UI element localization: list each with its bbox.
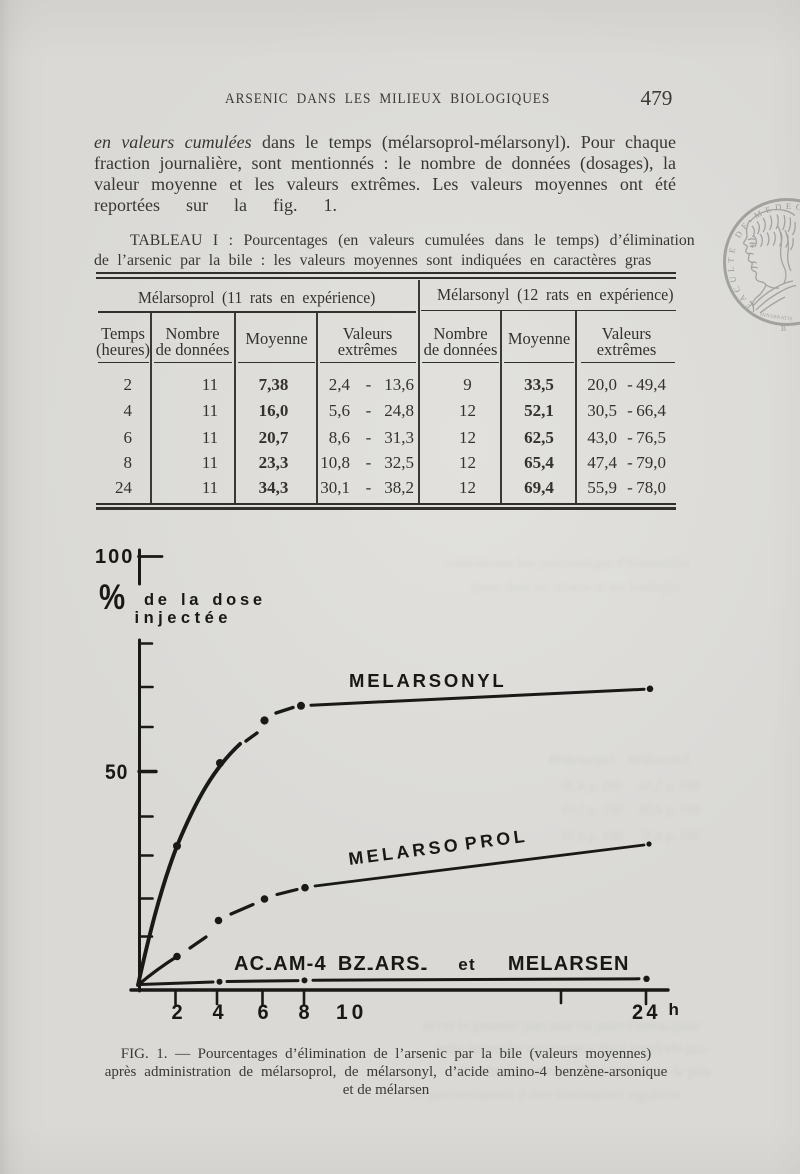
svg-text:B: B: [781, 324, 786, 333]
svg-text:INNSBRATIS: INNSBRATIS: [760, 313, 793, 323]
svg-text:FACULTE DE MEDECINE: FACULTE DE MEDECINE: [725, 201, 800, 311]
